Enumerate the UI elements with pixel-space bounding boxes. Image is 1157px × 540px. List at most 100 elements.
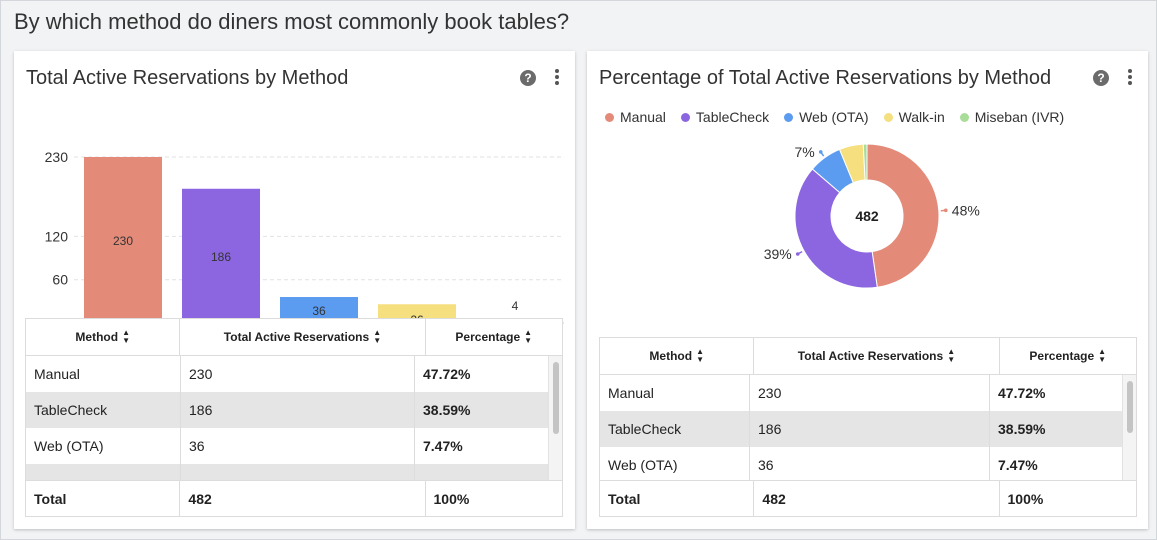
column-header-method[interactable]: Method ▲ ▼ xyxy=(600,338,755,374)
table-row-partial xyxy=(26,464,562,480)
legend-item[interactable]: TableCheck xyxy=(680,109,770,125)
percent-label: 7% xyxy=(794,144,814,160)
card-title: Total Active Reservations by Method xyxy=(26,67,349,89)
cell-method: Manual xyxy=(26,356,181,392)
table-row: TableCheck 186 38.59% xyxy=(26,392,562,428)
bar[interactable] xyxy=(84,157,162,323)
chart-legend: Manual TableCheck Web (OTA) Walk-in Miseban … xyxy=(605,109,1064,125)
cell-total: 186 xyxy=(750,411,990,447)
table-body[interactable]: Manual 230 47.72% TableCheck 186 38.59% … xyxy=(600,375,1136,480)
bar-value-label: 36 xyxy=(312,304,326,318)
cell-method: TableCheck xyxy=(600,411,750,447)
footer-total: 482 xyxy=(754,481,1000,516)
scrollbar-thumb[interactable] xyxy=(1127,381,1133,433)
table-row: Manual 230 47.72% xyxy=(600,375,1136,411)
sort-icon[interactable]: ▲ ▼ xyxy=(524,328,533,345)
column-header-total[interactable]: Total Active Reservations ▲ ▼ xyxy=(754,338,1000,374)
cell-percentage: 47.72% xyxy=(423,366,471,382)
legend-dot-icon xyxy=(784,112,794,122)
page-title: By which method do diners most commonly … xyxy=(14,9,570,34)
table-footer: Total 482 100% xyxy=(600,480,1136,516)
cell-method: Manual xyxy=(600,375,750,411)
legend-label: TableCheck xyxy=(695,109,770,125)
cell-total: 36 xyxy=(181,428,415,464)
legend-dot-icon xyxy=(605,112,614,122)
bar-chart-card: Total Active Reservations by Method ? 06… xyxy=(14,51,575,529)
donut-slice[interactable] xyxy=(866,143,940,288)
cell-percentage: 7.47% xyxy=(998,457,1038,473)
legend-label: Manual xyxy=(620,109,666,125)
donut-slice[interactable] xyxy=(862,143,868,181)
legend-item[interactable]: Miseban (IVR) xyxy=(959,109,1065,125)
cell-method: Web (OTA) xyxy=(600,447,750,480)
legend-dot-icon xyxy=(883,112,893,122)
y-tick-label: 60 xyxy=(52,272,68,288)
cell-method: TableCheck xyxy=(26,392,181,428)
donut-slice[interactable] xyxy=(794,168,878,289)
summary-table: Method ▲ ▼ Total Active Reservations ▲ ▼ Per… xyxy=(25,318,563,517)
table-row: Manual 230 47.72% xyxy=(26,356,562,392)
cell-percentage: 7.47% xyxy=(423,438,463,454)
scrollbar-thumb[interactable] xyxy=(553,362,559,434)
column-header-percentage[interactable]: Percentage ▲ ▼ xyxy=(1029,347,1107,364)
label-leader-dot xyxy=(943,208,948,213)
card-title: Percentage of Total Active Reservations … xyxy=(599,67,1052,89)
bar-chart: 060120230230Manual186TableCheck36Web (OT… xyxy=(45,149,564,345)
donut-chart: 482 48% 39% 7% xyxy=(764,143,980,289)
percent-label: 39% xyxy=(764,246,792,262)
donut-center-label: 482 xyxy=(855,208,879,224)
column-header-total[interactable]: Total Active Reservations ▲ ▼ xyxy=(180,319,426,355)
footer-percentage: 100% xyxy=(433,490,470,507)
table-header: Method ▲ ▼ Total Active Reservations ▲ ▼ Per… xyxy=(26,319,562,356)
bar-value-label: 230 xyxy=(113,234,133,248)
help-icon[interactable]: ? xyxy=(1093,70,1109,86)
table-row: Web (OTA) 36 7.47% xyxy=(600,447,1136,480)
table-scrollbar[interactable] xyxy=(1122,375,1136,480)
column-header-percentage[interactable]: Percentage ▲ ▼ xyxy=(455,328,533,345)
table-scrollbar[interactable] xyxy=(548,356,562,480)
legend-item[interactable]: Web (OTA) xyxy=(784,109,869,125)
cell-method: Web (OTA) xyxy=(26,428,181,464)
more-options-icon[interactable] xyxy=(1126,69,1134,87)
bar-value-label: 186 xyxy=(211,250,231,264)
table-row: Web (OTA) 36 7.47% xyxy=(26,428,562,464)
legend-label: Web (OTA) xyxy=(799,109,869,125)
legend-label: Miseban (IVR) xyxy=(974,109,1065,125)
table-row: TableCheck 186 38.59% xyxy=(600,411,1136,447)
cell-percentage: 47.72% xyxy=(998,385,1046,401)
y-tick-label: 230 xyxy=(45,149,69,165)
cell-total: 230 xyxy=(750,375,990,411)
footer-total: 482 xyxy=(180,481,426,516)
sort-icon[interactable]: ▲ ▼ xyxy=(696,347,704,364)
legend-item[interactable]: Walk-in xyxy=(883,109,945,125)
bar-value-label: 4 xyxy=(512,299,519,313)
sort-icon[interactable]: ▲ ▼ xyxy=(947,347,956,364)
column-header-method[interactable]: Method ▲ ▼ xyxy=(26,319,181,355)
label-leader-dot xyxy=(818,150,823,154)
donut-chart-card: Percentage of Total Active Reservations … xyxy=(587,51,1148,529)
cell-total: 186 xyxy=(181,392,415,428)
footer-percentage: 100% xyxy=(1007,490,1044,507)
help-icon[interactable]: ? xyxy=(520,70,536,86)
summary-table: Method ▲ ▼ Total Active Reservations ▲ ▼ Per… xyxy=(599,337,1137,517)
donut-hole xyxy=(832,181,902,251)
sort-icon[interactable]: ▲ ▼ xyxy=(373,328,382,345)
y-tick-label: 120 xyxy=(45,228,69,244)
sort-icon[interactable]: ▲ ▼ xyxy=(122,328,130,345)
sort-icon[interactable]: ▲ ▼ xyxy=(1098,347,1107,364)
legend-label: Walk-in xyxy=(898,109,945,125)
cell-percentage: 38.59% xyxy=(423,402,471,418)
footer-label: Total xyxy=(26,481,181,516)
percent-label: 48% xyxy=(952,202,980,218)
table-header: Method ▲ ▼ Total Active Reservations ▲ ▼ Per… xyxy=(600,338,1136,375)
more-options-icon[interactable] xyxy=(553,69,561,87)
legend-item[interactable]: Manual xyxy=(605,109,666,125)
table-body[interactable]: Manual 230 47.72% TableCheck 186 38.59% … xyxy=(26,356,562,480)
bar[interactable] xyxy=(182,188,260,323)
cell-total: 36 xyxy=(750,447,990,480)
footer-label: Total xyxy=(600,481,755,516)
cell-total: 230 xyxy=(181,356,415,392)
legend-dot-icon xyxy=(680,112,690,122)
cell-percentage: 38.59% xyxy=(998,421,1046,437)
